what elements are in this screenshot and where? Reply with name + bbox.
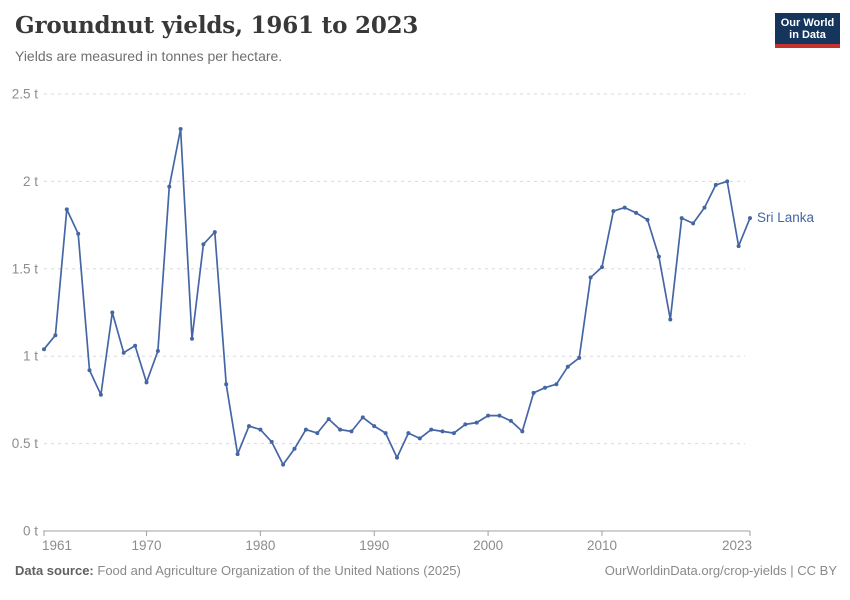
data-point — [258, 427, 263, 432]
data-point — [736, 244, 741, 249]
data-point — [713, 182, 718, 187]
y-axis-label: 1.5 t — [12, 261, 39, 276]
y-axis-label: 2 t — [23, 174, 38, 189]
data-point — [588, 275, 593, 280]
data-point — [748, 216, 752, 221]
data-point — [451, 431, 456, 436]
data-point — [372, 424, 377, 429]
data-point — [645, 217, 650, 222]
data-point — [600, 265, 604, 270]
data-point — [429, 427, 434, 432]
x-tick-label: 1980 — [245, 538, 275, 553]
data-point — [64, 207, 69, 212]
data-point — [155, 349, 160, 353]
x-tick-label: 1970 — [131, 538, 161, 553]
y-axis-label: 0 t — [23, 524, 38, 539]
data-point — [87, 368, 92, 373]
owid-logo: Our World in Data — [775, 13, 840, 48]
data-point — [42, 347, 46, 352]
data-line — [43, 128, 751, 466]
chart-footer: Data source: Food and Agriculture Organi… — [15, 563, 837, 578]
data-point — [338, 427, 343, 432]
data-point — [702, 205, 707, 210]
license-label: CC BY — [797, 563, 837, 578]
data-point — [360, 415, 365, 420]
data-point — [611, 209, 616, 214]
data-point — [417, 436, 422, 441]
data-source-note: Data source: Food and Agriculture Organi… — [15, 563, 461, 578]
citation-divider: | — [790, 563, 794, 578]
data-point — [577, 355, 582, 360]
x-tick-label: 2000 — [473, 538, 503, 553]
page-title: Groundnut yields, 1961 to 2023 — [15, 12, 419, 39]
data-point — [440, 429, 445, 434]
owid-logo-line2: in Data — [789, 28, 826, 41]
data-point — [668, 317, 673, 322]
chart-subtitle: Yields are measured in tonnes per hectar… — [15, 48, 283, 64]
data-point — [212, 230, 217, 235]
data-point — [326, 417, 331, 422]
data-point — [486, 413, 491, 418]
citation-note: OurWorldinData.org/crop-yields | CC BY — [605, 563, 837, 578]
data-point — [634, 210, 639, 215]
owid-url-link[interactable]: OurWorldinData.org/crop-yields — [604, 563, 787, 578]
owid-logo-line1: Our World — [780, 16, 835, 29]
x-tick-label: 1990 — [359, 538, 389, 553]
data-point — [679, 216, 684, 221]
data-point — [520, 429, 525, 434]
series-label: Sri Lanka — [757, 210, 815, 225]
data-point — [656, 254, 661, 259]
x-tick-label: 2023 — [722, 538, 752, 553]
data-point — [474, 420, 479, 425]
data-point — [303, 427, 308, 432]
data-point — [543, 385, 547, 390]
data-point — [235, 452, 240, 457]
data-source-label: Data source: — [15, 563, 94, 578]
x-tick-label: 1961 — [42, 538, 72, 553]
x-tick-label: 2010 — [587, 538, 617, 553]
data-point — [167, 184, 172, 189]
data-point — [691, 221, 696, 226]
data-point — [292, 446, 297, 451]
y-axis-label: 1 t — [23, 349, 38, 364]
data-point — [98, 392, 103, 397]
data-point — [224, 382, 229, 387]
line-chart: 0 t 0.5 t 1 t 1.5 t 2 t 2.5 t 1961 1970 1980 1990… — [12, 87, 815, 554]
y-axis-label: 0.5 t — [12, 436, 39, 451]
data-point — [531, 390, 536, 395]
data-point — [406, 431, 411, 436]
data-point — [395, 455, 399, 460]
data-point — [110, 310, 115, 315]
data-point — [349, 429, 354, 434]
data-point — [190, 336, 194, 341]
data-point — [121, 350, 126, 355]
y-axis-label: 2.5 t — [12, 87, 39, 102]
data-point — [133, 343, 138, 348]
data-point — [508, 418, 513, 423]
data-point — [383, 431, 388, 436]
data-point — [76, 231, 81, 236]
data-source-text: Food and Agriculture Organization of the… — [97, 563, 461, 578]
data-point — [463, 422, 468, 427]
data-point — [622, 205, 627, 210]
data-point — [315, 431, 320, 436]
data-point — [281, 462, 286, 467]
data-point — [201, 242, 206, 247]
data-point — [144, 380, 149, 385]
data-point — [269, 439, 274, 444]
data-point — [725, 179, 730, 184]
data-point — [53, 333, 58, 338]
data-point — [247, 424, 251, 429]
data-point — [178, 127, 183, 131]
data-point — [565, 364, 570, 369]
data-point — [554, 382, 559, 387]
data-point — [497, 413, 502, 418]
